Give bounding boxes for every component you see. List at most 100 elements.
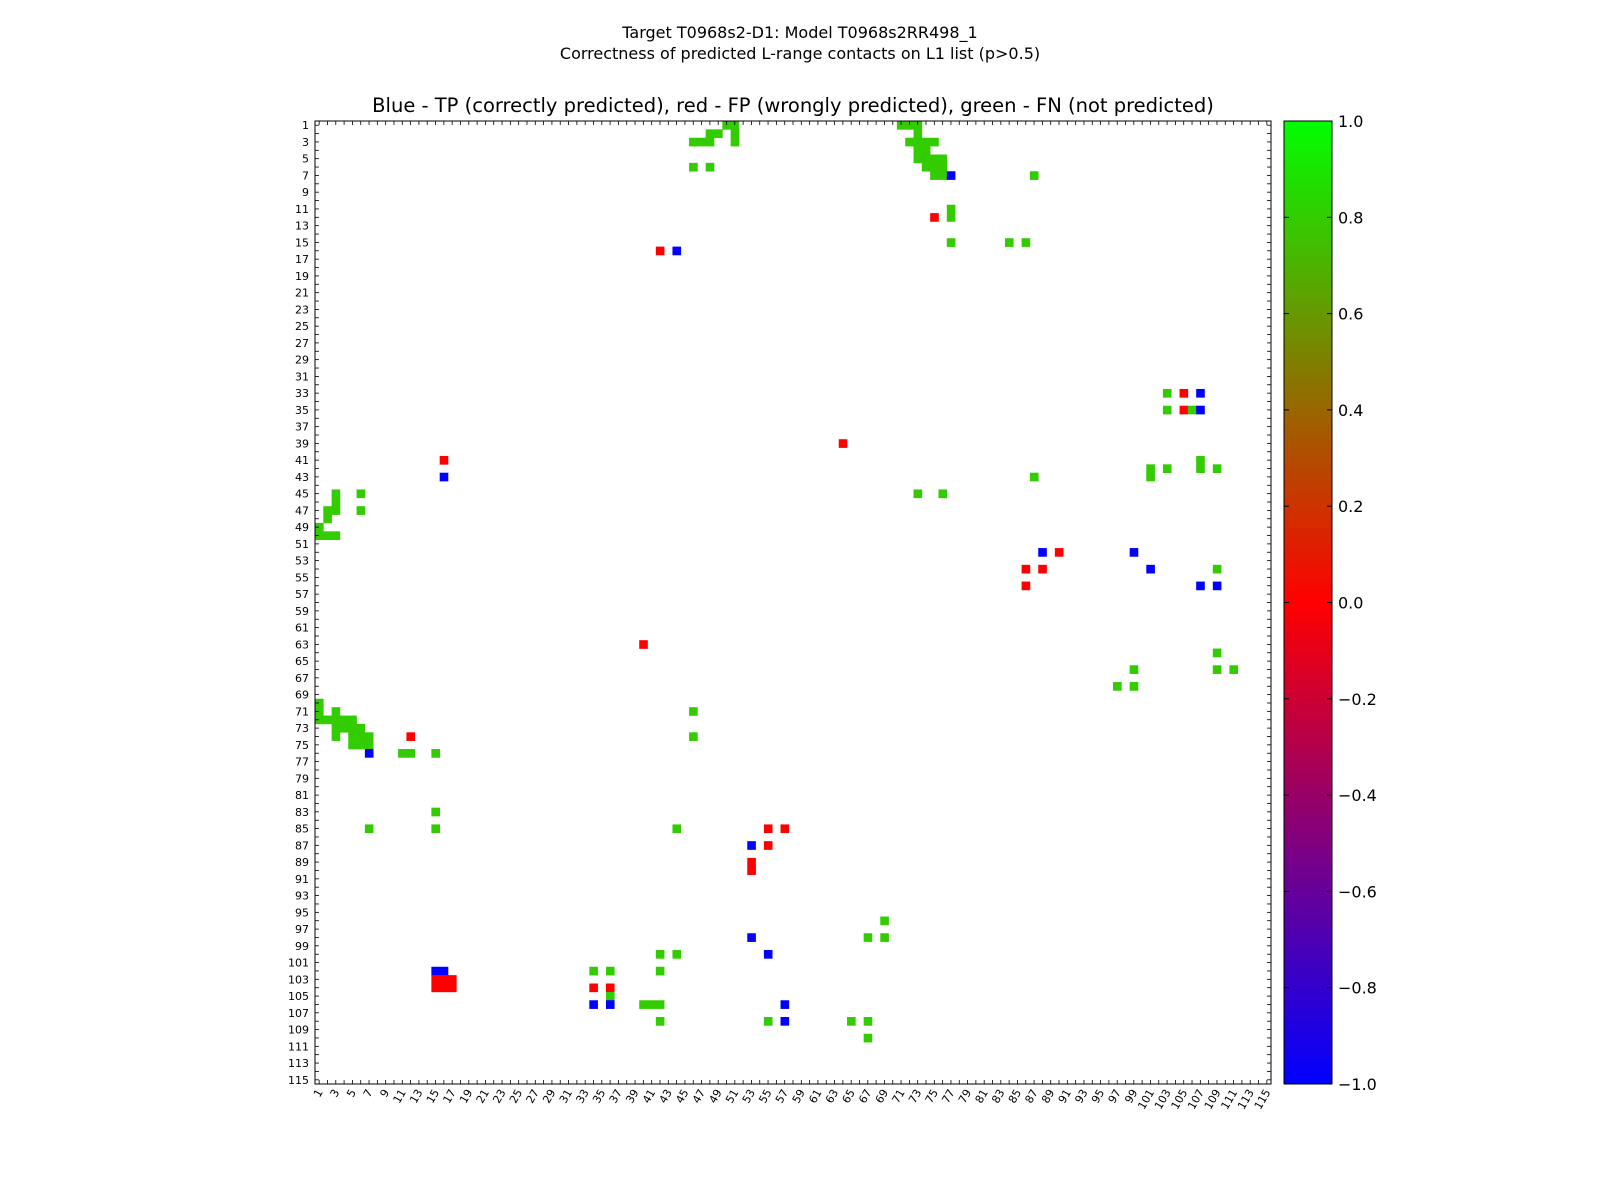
contact-cell-fn (331, 732, 341, 741)
y-tick-label: 9 (302, 186, 309, 199)
x-tick-label: 29 (540, 1087, 558, 1106)
contact-cell-fn (930, 171, 939, 180)
contact-cell-fn (913, 146, 923, 155)
x-tick-label: 65 (840, 1087, 858, 1106)
contact-cells (315, 121, 1239, 1043)
contact-cell-fn (655, 950, 665, 959)
x-tick-label: 83 (989, 1087, 1007, 1106)
contact-cell-tp (1196, 581, 1205, 591)
x-tick-label: 103 (1152, 1087, 1174, 1112)
contact-cell-tp (431, 966, 440, 976)
contact-cell-fn (323, 514, 332, 524)
x-tick-label: 115 (1252, 1087, 1274, 1112)
contact-cell-fn (1129, 682, 1139, 691)
contact-cell-fn (913, 137, 923, 147)
x-tick-label: 7 (361, 1087, 376, 1100)
contact-cell-fn (356, 732, 366, 741)
y-tick-label: 69 (295, 689, 309, 702)
contact-cell-tp (763, 950, 773, 959)
contact-cell-fn (1196, 455, 1205, 465)
contact-cell-fn (398, 749, 407, 758)
contact-cell-fn (672, 950, 682, 959)
x-tick-label: 17 (441, 1087, 459, 1106)
contact-cell-fn (913, 489, 923, 499)
x-tick-label: 43 (657, 1087, 675, 1106)
contact-cell-fn (714, 129, 723, 139)
y-tick-label: 25 (295, 320, 309, 333)
contact-cell-fn (946, 238, 956, 247)
x-tick-label: 19 (457, 1087, 475, 1106)
contact-cell-fn (331, 489, 341, 499)
x-tick-label: 55 (756, 1087, 774, 1106)
contact-cell-tp (364, 749, 374, 758)
plot-area (314, 120, 1272, 1085)
contact-cell-fn (655, 966, 665, 976)
x-tick-label: 95 (1089, 1087, 1107, 1106)
contact-cell-fn (921, 137, 931, 147)
contact-cell-tp (439, 966, 449, 976)
contact-cell-fn (1212, 464, 1222, 473)
colorbar-tick-label: 0.0 (1338, 594, 1363, 613)
y-tick-label: 7 (302, 169, 309, 182)
contact-cell-fn (1146, 464, 1155, 473)
y-tick-label: 101 (288, 957, 309, 970)
contact-cell-fn (938, 489, 948, 499)
contact-cell-fp (589, 983, 598, 993)
x-tick-label: 67 (856, 1087, 874, 1106)
contact-cell-tp (780, 1017, 790, 1026)
contact-cell-fn (863, 1033, 873, 1043)
contact-cell-fn (1162, 388, 1172, 398)
y-tick-label: 83 (295, 806, 309, 819)
contact-cell-fp (763, 841, 773, 850)
x-tick-label: 91 (1056, 1087, 1074, 1106)
contact-cell-fn (323, 715, 332, 725)
contact-cell-tp (747, 933, 756, 942)
suptitle-line-1: Target T0968s2-D1: Model T0968s2RR498_1 (621, 23, 977, 43)
colorbar-tick-label: −0.8 (1338, 979, 1377, 998)
contact-cell-tp (1146, 564, 1155, 574)
contact-cell-fn (605, 966, 615, 976)
contact-cell-fn (921, 146, 931, 155)
contact-cell-fn (689, 707, 698, 716)
x-tick-label: 101 (1135, 1087, 1157, 1112)
contact-cell-fp (1021, 564, 1031, 574)
y-tick-label: 41 (295, 454, 309, 467)
colorbar-tick-label: 0.4 (1338, 401, 1363, 420)
y-tick-label: 33 (295, 387, 309, 400)
x-tick-label: 93 (1072, 1087, 1090, 1106)
contact-cell-fn (913, 121, 923, 130)
contact-cell-fn (431, 807, 440, 817)
x-tick-label: 97 (1106, 1087, 1124, 1106)
x-tick-label: 81 (973, 1087, 991, 1106)
y-tick-label: 109 (288, 1024, 309, 1037)
contact-cell-fn (847, 1017, 856, 1026)
contact-cell-fn (431, 749, 440, 758)
x-tick-label: 27 (524, 1087, 542, 1106)
contact-cell-fp (431, 983, 440, 993)
y-tick-label: 113 (288, 1057, 309, 1070)
contact-cell-fn (1113, 682, 1122, 691)
colorbar-tick-label: 0.2 (1338, 497, 1363, 516)
contact-cell-fn (364, 740, 374, 750)
contact-cell-fn (763, 1017, 773, 1026)
contact-cell-fn (589, 966, 598, 976)
contact-cell-fn (331, 723, 341, 733)
contact-cell-fp (1179, 405, 1189, 415)
contact-cell-fn (896, 121, 906, 130)
contact-cell-fn (905, 137, 914, 147)
x-tick-label: 61 (806, 1087, 824, 1106)
contact-cell-fn (315, 698, 324, 708)
colorbar-tick-label: 0.8 (1338, 208, 1363, 227)
x-tick-label: 107 (1185, 1087, 1207, 1112)
y-tick-label: 61 (295, 622, 309, 635)
contact-cell-fn (921, 154, 931, 164)
x-tick-label: 59 (790, 1087, 808, 1106)
contact-cell-fn (880, 933, 889, 942)
y-tick-label: 21 (295, 287, 309, 300)
contact-cell-fn (331, 497, 341, 507)
y-tick-label: 75 (295, 739, 309, 752)
suptitle-line-2: Correctness of predicted L-range contact… (560, 44, 1040, 63)
y-tick-label: 35 (295, 404, 309, 417)
contact-cell-fp (763, 824, 773, 834)
contact-cell-tp (605, 1000, 615, 1009)
